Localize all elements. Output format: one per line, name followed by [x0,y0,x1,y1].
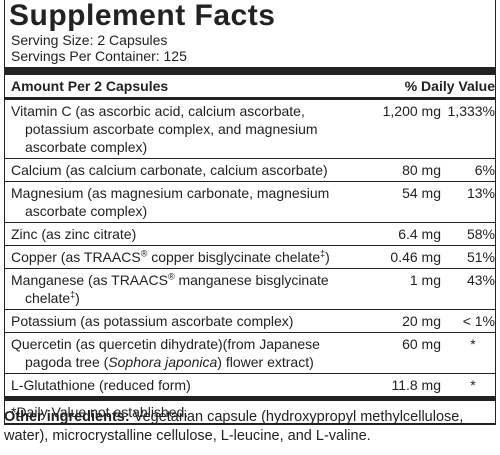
footnote: *Daily Value not established. [11,404,189,420]
amount: 1 mg [409,272,441,288]
nutrient-name: Manganese (as TRAACS® manganese bisglyci… [11,271,349,307]
nutrient-name: Potassium (as potassium ascorbate comple… [11,313,294,329]
amount: 80 mg [402,162,441,178]
row: Manganese (as TRAACS® manganese bisglyci… [5,269,495,310]
other-ingredients-label: Other ingredients: [4,409,130,425]
nutrient-name: Magnesium (as magnesium carbonate, magne… [11,185,330,219]
name-part: ® [167,271,175,282]
row: Zinc (as zinc citrate) 6.4 mg 58% [5,223,495,246]
title: Supplement Facts [9,0,276,32]
daily-value: 51% [466,249,495,265]
amount: 60 mg [402,336,441,352]
other-ingredients-text: Vegetarian capsule (hydroxypropyl methyl… [4,409,464,444]
rows: Vitamin C (as ascorbic acid, calcium asc… [5,100,495,396]
header-cell: Amount Per 2 Capsules [11,78,169,94]
other-ingredients: Other ingredients: Vegetarian capsule (h… [4,408,494,446]
servings-per-container: Servings Per Container: 125 [11,48,187,64]
row: L-Glutathione (reduced form) 11.8 mg * [5,374,495,396]
name-part: Manganese (as TRAACS [11,272,168,288]
header-cell: % Daily Value [404,78,495,94]
daily-value: 58% [466,226,495,242]
name-part: manganese bisglycinate chelate [25,272,329,306]
row: Vitamin C (as ascorbic acid, calcium asc… [5,100,495,159]
row: Calcium (as calcium carbonate, calcium a… [5,159,495,182]
nutrient-name: Copper (as TRAACS® copper bisglycinate c… [11,248,349,266]
daily-value: < 1% [462,313,495,329]
daily-value: 13% [466,185,495,201]
nutrient-name: Quercetin (as quercetin dihydrate)(from … [11,335,349,371]
row: Potassium (as potassium ascorbate comple… [5,310,495,333]
nutrient-name: Calcium (as calcium carbonate, calcium a… [11,162,328,178]
nutrient-name: Vitamin C (as ascorbic acid, calcium asc… [11,103,318,155]
amount: 20 mg [402,313,441,329]
daily-value: * [470,336,476,352]
daily-value: 6% [474,162,495,178]
nutrient-name: Zinc (as zinc citrate) [11,226,137,242]
name-part: Quercetin (as quercetin dihydrate)(from … [11,336,320,370]
name-part: copper bisglycinate chelate [147,249,321,265]
daily-value: 1,333% [447,103,495,119]
amount: 54 mg [402,185,441,201]
row: Quercetin (as quercetin dihydrate)(from … [5,333,495,374]
name-part: ) flower extract) [217,354,314,370]
name-part: ‡ [70,289,76,300]
name-part: Copper (as TRAACS [11,249,141,265]
name-part: ) [325,249,330,265]
name-part: ‡ [320,248,326,259]
serving-size: Serving Size: 2 Capsules [11,32,168,48]
row: Magnesium (as magnesium carbonate, magne… [5,182,495,223]
amount: 1,200 mg [382,103,441,119]
name-part: Sophora japonica [108,354,218,370]
facts-panel: Supplement Facts Serving Size: 2 Capsule… [4,0,496,425]
name-part: ® [140,248,148,259]
row: Copper (as TRAACS® copper bisglycinate c… [5,246,495,269]
nutrient-name: L-Glutathione (reduced form) [11,377,191,393]
divider [5,396,495,401]
header-row: Amount Per 2 Capsules % Daily Value [5,75,495,100]
amount: 6.4 mg [398,226,441,242]
name-part: ) [75,290,80,306]
divider [5,67,495,75]
daily-value: * [470,377,476,393]
amount: 11.8 mg [391,377,441,393]
amount: 0.46 mg [390,249,441,265]
daily-value: 43% [466,272,495,288]
